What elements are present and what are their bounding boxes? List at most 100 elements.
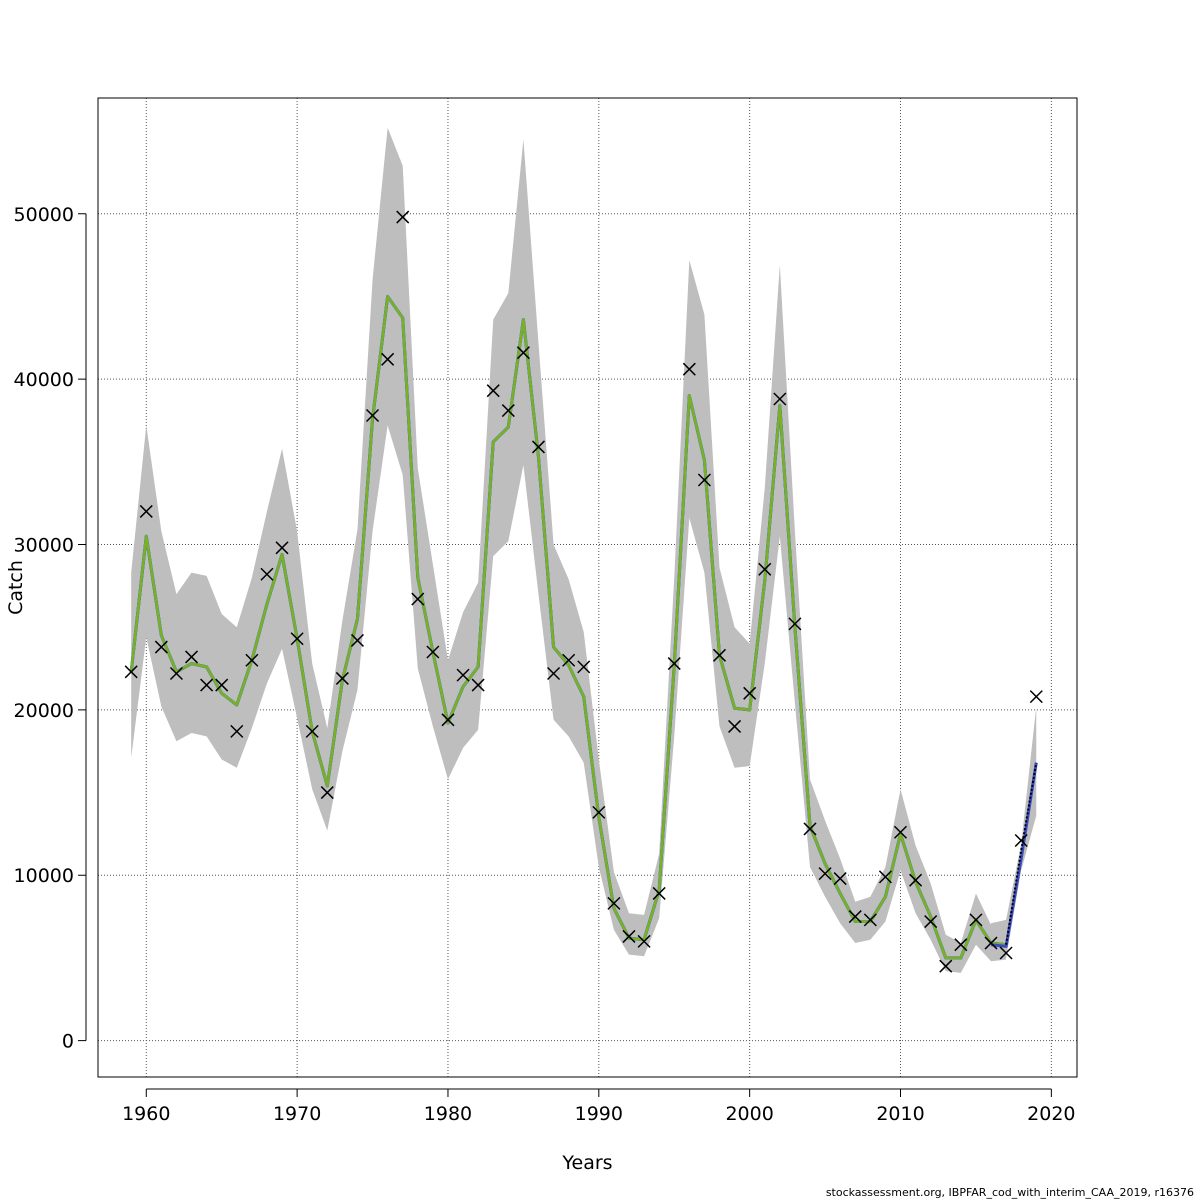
observed-point-1963 xyxy=(184,650,199,664)
observed-marker-stroke xyxy=(471,678,485,692)
projection-line xyxy=(990,762,1038,948)
observed-point-2005 xyxy=(818,867,832,881)
observed-point-1989 xyxy=(577,660,591,674)
observed-marker-stroke xyxy=(426,645,440,659)
observed-point-2016 xyxy=(984,936,998,950)
observed-marker-stroke xyxy=(124,665,138,679)
observed-point-2017 xyxy=(999,946,1013,960)
observed-point-1987 xyxy=(547,666,561,681)
observed-marker-stroke xyxy=(260,567,274,581)
observed-marker-stroke xyxy=(924,915,938,929)
y-tick-label-0: 0 xyxy=(62,1031,74,1053)
observed-marker-stroke xyxy=(1029,690,1043,704)
observed-marker-stroke xyxy=(592,805,606,819)
observed-marker-stroke xyxy=(411,592,425,606)
observed-point-1997 xyxy=(697,473,711,487)
observed-point-1966 xyxy=(230,724,244,738)
observed-point-1999 xyxy=(728,719,742,733)
observed-point-1960 xyxy=(139,504,153,518)
observed-point-1985 xyxy=(516,346,530,360)
observed-marker-stroke xyxy=(215,678,229,692)
observed-marker-stroke xyxy=(743,686,757,700)
observed-point-1974 xyxy=(350,633,364,647)
plot-frame xyxy=(97,97,1078,1078)
x-tick-label-2020: 2020 xyxy=(1027,1103,1075,1125)
observed-point-2013 xyxy=(939,959,953,973)
observed-point-1981 xyxy=(456,668,470,682)
observed-marker-stroke xyxy=(1014,833,1028,848)
observed-marker-stroke xyxy=(607,896,621,910)
observed-point-2002 xyxy=(773,392,787,406)
observed-marker-stroke xyxy=(984,936,998,950)
observed-marker-stroke xyxy=(366,408,380,423)
observed-marker-stroke xyxy=(320,786,334,800)
observed-point-1959 xyxy=(124,665,138,679)
observed-point-2012 xyxy=(924,915,938,929)
observed-point-1984 xyxy=(501,404,515,418)
observed-marker-stroke xyxy=(501,404,515,418)
observed-point-1967 xyxy=(245,653,259,667)
observed-point-1988 xyxy=(562,653,576,667)
observed-marker-stroke xyxy=(863,913,877,927)
observed-marker-stroke xyxy=(652,886,666,900)
observed-point-1965 xyxy=(215,678,229,692)
x-tick-label-1960: 1960 xyxy=(122,1103,170,1125)
observed-point-1968 xyxy=(260,567,274,581)
observed-point-1986 xyxy=(531,440,546,454)
observed-point-2000 xyxy=(743,686,757,700)
observed-marker-stroke xyxy=(516,346,530,360)
y-tick-label-50000: 50000 xyxy=(14,204,74,226)
observed-marker-stroke xyxy=(169,666,183,681)
observed-marker-stroke xyxy=(728,719,742,733)
observed-point-2014 xyxy=(954,938,968,952)
y-tick-label-20000: 20000 xyxy=(14,700,74,722)
observed-point-2011 xyxy=(909,873,923,887)
observed-point-1993 xyxy=(637,934,651,948)
observed-point-2004 xyxy=(803,822,817,836)
observed-point-1983 xyxy=(486,384,500,398)
observed-marker-stroke xyxy=(773,392,787,406)
observed-point-1970 xyxy=(290,632,304,646)
observed-markers xyxy=(124,210,1043,973)
observed-marker-stroke xyxy=(531,440,546,454)
observed-marker-stroke xyxy=(547,666,561,681)
observed-marker-stroke xyxy=(878,870,892,884)
observed-point-1977 xyxy=(396,210,410,224)
observed-marker-stroke xyxy=(954,938,968,952)
x-tick-label-1970: 1970 xyxy=(273,1103,321,1125)
observed-marker-stroke xyxy=(697,473,711,487)
observed-marker-stroke xyxy=(396,210,410,224)
observed-marker-stroke xyxy=(818,867,832,881)
observed-marker-stroke xyxy=(486,384,500,398)
y-axis-title: Catch xyxy=(5,560,27,615)
axes: 1960 1970 1980 1990 2000 2010 2020 0 10000 20000 3… xyxy=(14,204,1076,1125)
observed-point-1973 xyxy=(335,671,349,685)
observed-point-1998 xyxy=(712,648,727,662)
observed-marker-stroke xyxy=(562,653,576,667)
observed-point-1962 xyxy=(169,666,183,681)
observed-marker-stroke xyxy=(682,362,696,376)
observed-marker-stroke xyxy=(290,632,304,646)
observed-marker-stroke xyxy=(456,668,470,682)
observed-point-1982 xyxy=(471,678,485,692)
observed-marker-stroke xyxy=(758,562,772,576)
x-tick-label-2000: 2000 xyxy=(725,1103,773,1125)
observed-point-1990 xyxy=(592,805,606,819)
y-tick-label-30000: 30000 xyxy=(14,535,74,557)
observed-point-1976 xyxy=(381,352,395,366)
observed-marker-stroke xyxy=(245,653,259,667)
observed-marker-stroke xyxy=(381,352,395,366)
observed-point-1994 xyxy=(652,886,666,900)
observed-point-1975 xyxy=(366,408,380,423)
observed-marker-stroke xyxy=(275,541,289,555)
observed-point-2009 xyxy=(878,870,892,884)
observed-point-1964 xyxy=(200,678,214,692)
observed-marker-stroke xyxy=(803,822,817,836)
observed-point-1961 xyxy=(154,640,168,654)
observed-point-1969 xyxy=(275,541,289,555)
confidence-band-main xyxy=(131,127,1007,973)
observed-point-1992 xyxy=(622,929,636,943)
y-tick-label-10000: 10000 xyxy=(14,865,74,887)
observed-marker-stroke xyxy=(848,910,862,924)
